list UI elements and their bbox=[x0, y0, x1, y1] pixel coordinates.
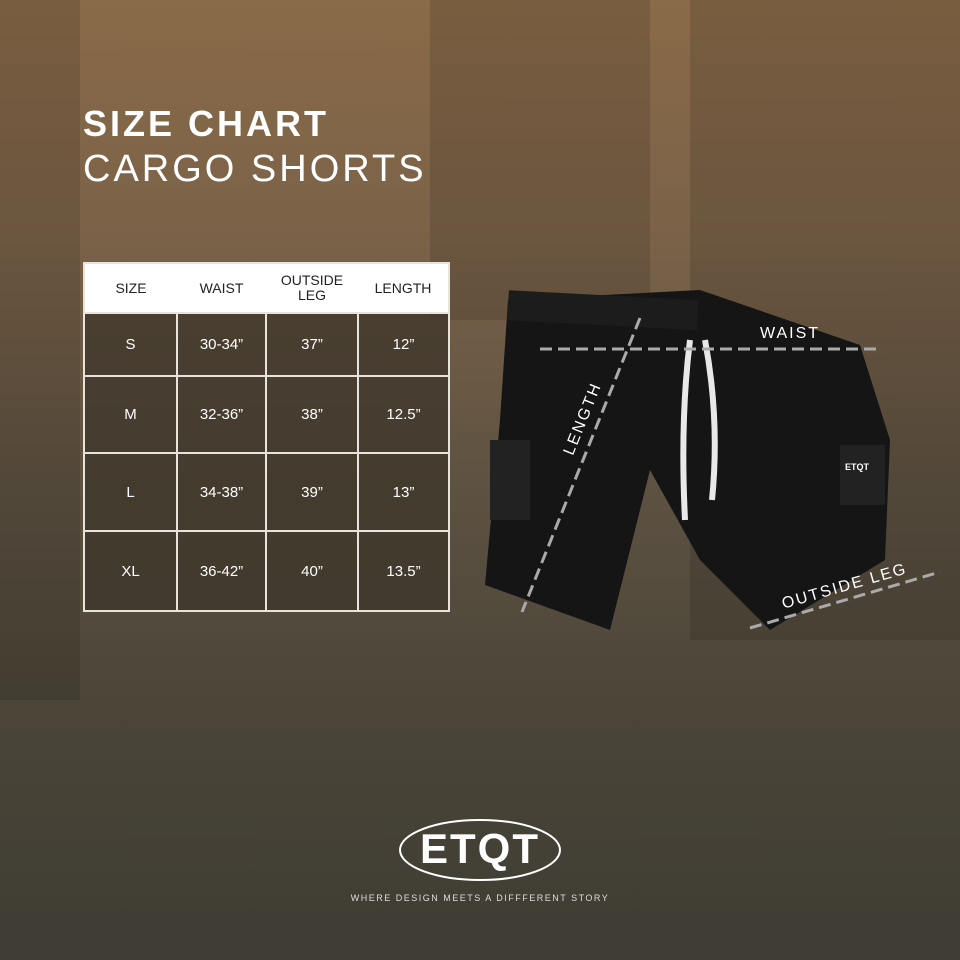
cargo-pocket-right bbox=[840, 445, 885, 505]
cell-waist: 32-36” bbox=[176, 375, 267, 454]
cell-size: XL bbox=[83, 530, 178, 612]
page-title: SIZE CHART bbox=[83, 103, 329, 144]
cell-length: 13.5” bbox=[357, 530, 450, 612]
cell-waist: 36-42” bbox=[176, 530, 267, 612]
column-header-length: LENGTH bbox=[358, 263, 449, 313]
column-header-size: SIZE bbox=[84, 263, 177, 313]
waist-label: WAIST bbox=[760, 325, 821, 342]
cell-outside-leg: 37” bbox=[265, 312, 359, 377]
logo-ellipse-icon bbox=[399, 819, 561, 881]
table-row: L 34-38” 39” 13” bbox=[83, 452, 450, 532]
page-subtitle: CARGO SHORTS bbox=[83, 148, 427, 190]
brand-logo: ETQT bbox=[380, 815, 580, 881]
drawstring bbox=[680, 339, 718, 521]
cell-waist: 30-34” bbox=[176, 312, 267, 377]
cell-outside-leg: 38” bbox=[265, 375, 359, 454]
cell-length: 12” bbox=[357, 312, 450, 377]
column-header-outside-leg: OUTSIDE LEG bbox=[266, 263, 358, 313]
cell-outside-leg: 40” bbox=[265, 530, 359, 612]
background-building-center bbox=[430, 0, 650, 320]
cell-length: 12.5” bbox=[357, 375, 450, 454]
shorts-image bbox=[485, 290, 890, 630]
cell-outside-leg: 39” bbox=[265, 452, 359, 532]
outside-leg-measure-line bbox=[749, 570, 941, 630]
table-row: XL 36-42” 40” 13.5” bbox=[83, 530, 450, 612]
length-measure-line bbox=[520, 317, 642, 613]
table-header-row: SIZE WAIST OUTSIDE LEG LENGTH bbox=[84, 263, 449, 313]
cell-waist: 34-38” bbox=[176, 452, 267, 532]
shorts-patch-logo: ETQT bbox=[845, 462, 869, 472]
table-row: S 30-34” 37” 12” bbox=[83, 312, 450, 377]
column-header-waist: WAIST bbox=[177, 263, 266, 313]
cell-size: M bbox=[83, 375, 178, 454]
cargo-pocket-left bbox=[490, 440, 530, 520]
cell-size: S bbox=[83, 312, 178, 377]
waistband bbox=[507, 290, 699, 331]
tagline: WHERE DESIGN MEETS A DIFFFERENT STORY bbox=[350, 893, 610, 903]
cell-length: 13” bbox=[357, 452, 450, 532]
background-building-left bbox=[0, 0, 80, 700]
table-row: M 32-36” 38” 12.5” bbox=[83, 375, 450, 454]
logo-text: ETQT bbox=[420, 825, 540, 872]
size-table: SIZE WAIST OUTSIDE LEG LENGTH S 30-34” 37”… bbox=[83, 262, 450, 612]
cell-size: L bbox=[83, 452, 178, 532]
